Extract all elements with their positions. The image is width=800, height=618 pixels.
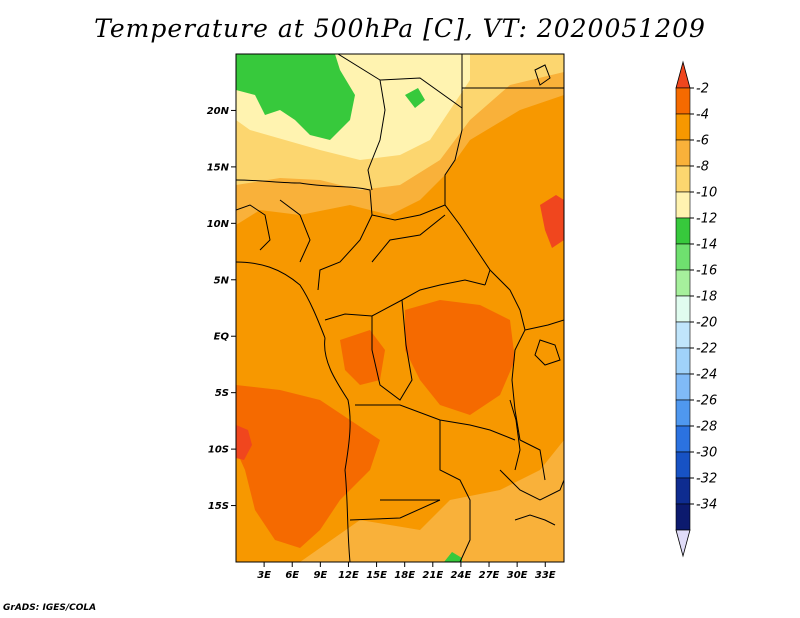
legend-label: -32 (696, 472, 717, 487)
legend-label: -20 (696, 316, 717, 331)
legend-label: -2 (696, 82, 709, 97)
y-axis: 20N 15N 10N 5N EQ 5S 10S 15S (207, 106, 236, 512)
legend-label: -10 (696, 186, 717, 201)
legend-label: -22 (696, 342, 717, 357)
temperature-field-hot-spot-east (540, 195, 564, 248)
temperature-field-green-patch (236, 54, 355, 140)
temperature-field-green-spot-south (444, 552, 462, 562)
x-tick-label: 6E (285, 570, 299, 581)
temperature-field-green-spot (405, 88, 425, 108)
x-tick-label: 18E (394, 570, 415, 581)
legend-color-box (675, 321, 691, 349)
y-tick-label: 10S (208, 445, 229, 456)
grads-credit: GrADS: IGES/COLA (3, 603, 97, 613)
map-frame (235, 53, 565, 563)
x-tick-label: 24E (451, 570, 472, 581)
x-tick-label: 21E (422, 570, 443, 581)
map-title: Temperature at 500hPa [C], VT: 202005120… (94, 14, 706, 43)
x-tick-label: 30E (507, 570, 528, 581)
legend-color-box (675, 425, 691, 453)
legend-label: -34 (696, 498, 717, 513)
legend-label: -30 (696, 446, 717, 461)
temperature-field-warm-patch (340, 330, 385, 385)
color-legend: -2 -4 -6 -8 -10 -12 -14 -16 -18 -20 -22 -24 -26 -28 -3… (675, 60, 717, 558)
country-borders (236, 54, 564, 562)
legend-color-box (675, 139, 691, 167)
legend-label: -6 (696, 134, 709, 149)
legend-color-box (675, 165, 691, 193)
y-tick-label: 15N (207, 162, 230, 173)
temperature-field-light-south (300, 440, 564, 562)
legend-label: -28 (696, 420, 717, 435)
x-tick-label: 27E (479, 570, 500, 581)
legend-color-box (675, 243, 691, 271)
legend-label: -12 (696, 212, 717, 227)
y-tick-label: 10N (207, 219, 230, 230)
x-tick-label: 15E (366, 570, 387, 581)
legend-label: -24 (696, 368, 717, 383)
legend-label: -4 (696, 108, 709, 123)
legend-color-box (675, 503, 691, 531)
y-tick-label: EQ (214, 332, 230, 343)
legend-label: -14 (696, 238, 717, 253)
x-tick-label: 12E (338, 570, 359, 581)
legend-label: -8 (696, 160, 709, 175)
legend-arrow-bottom (675, 529, 691, 558)
map-plot-area (236, 54, 564, 562)
temperature-field-warm-central (405, 300, 515, 415)
legend-color-box (675, 113, 691, 141)
temperature-field-warm-region (236, 385, 380, 548)
legend-color-box (675, 477, 691, 505)
x-tick-label: 33E (535, 570, 556, 581)
y-tick-label: 20N (207, 106, 230, 117)
legend-label: -16 (696, 264, 717, 279)
legend-label: -26 (696, 394, 717, 409)
legend-color-box (675, 451, 691, 479)
legend-color-box (675, 347, 691, 375)
legend-arrow-top (675, 60, 691, 89)
legend-color-box (675, 373, 691, 401)
legend-color-box (675, 87, 691, 115)
legend-label: -18 (696, 290, 717, 305)
legend-color-box (675, 399, 691, 427)
temperature-field-hot-spot-west (236, 425, 252, 460)
legend-color-box (675, 217, 691, 245)
legend-color-box (675, 269, 691, 297)
legend-color-box (675, 295, 691, 323)
y-tick-label: 5N (214, 275, 230, 286)
y-tick-label: 15S (208, 501, 229, 512)
x-tick-label: 3E (257, 570, 271, 581)
y-tick-label: 5S (215, 388, 229, 399)
x-tick-label: 9E (313, 570, 327, 581)
x-axis: 3E 6E 9E 12E 15E 18E 21E 24E 27E 30E 33E (257, 562, 556, 581)
legend-color-box (675, 191, 691, 219)
